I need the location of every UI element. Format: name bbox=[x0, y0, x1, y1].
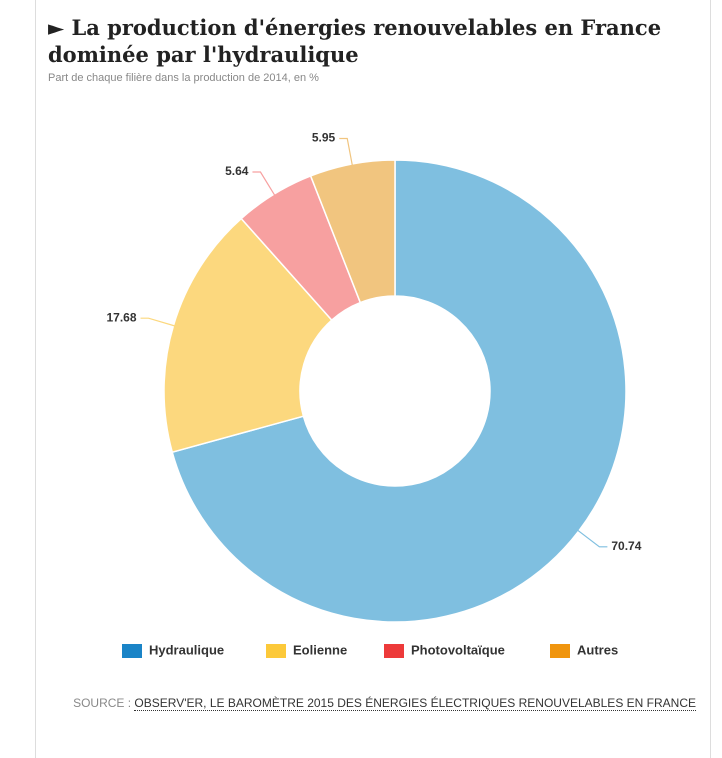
slice bbox=[171, 159, 627, 623]
leader-line bbox=[339, 137, 354, 167]
legend-label: Hydraulique bbox=[149, 642, 224, 657]
legend-swatch bbox=[122, 644, 142, 658]
leader-line bbox=[140, 317, 176, 327]
frame bbox=[35, 0, 711, 758]
data-label: 70.74 bbox=[611, 539, 641, 553]
source-label: SOURCE : bbox=[73, 696, 132, 710]
source-link[interactable]: OBSERV'ER, LE BAROMÈTRE 2015 DES ÉNERGIE… bbox=[134, 696, 696, 711]
legend-label: Autres bbox=[577, 642, 618, 657]
legend-swatch bbox=[266, 644, 286, 658]
data-label: 5.64 bbox=[225, 164, 249, 178]
leader-line bbox=[576, 529, 608, 548]
chart-subtitle: Part de chaque filière dans la productio… bbox=[48, 72, 319, 84]
legend-swatch bbox=[384, 644, 404, 658]
leader-line bbox=[252, 171, 276, 197]
source: SOURCE : OBSERV'ER, LE BAROMÈTRE 2015 DE… bbox=[60, 695, 696, 711]
chart-title: ► La production d'énergies renouvelables… bbox=[48, 15, 662, 67]
legend-swatch bbox=[550, 644, 570, 658]
legend-label: Eolienne bbox=[293, 642, 347, 657]
data-label: 17.68 bbox=[107, 310, 137, 324]
slice bbox=[163, 217, 333, 454]
legend-label: Photovoltaïque bbox=[411, 642, 505, 657]
data-label: 5.95 bbox=[312, 131, 336, 145]
slice bbox=[309, 159, 396, 304]
